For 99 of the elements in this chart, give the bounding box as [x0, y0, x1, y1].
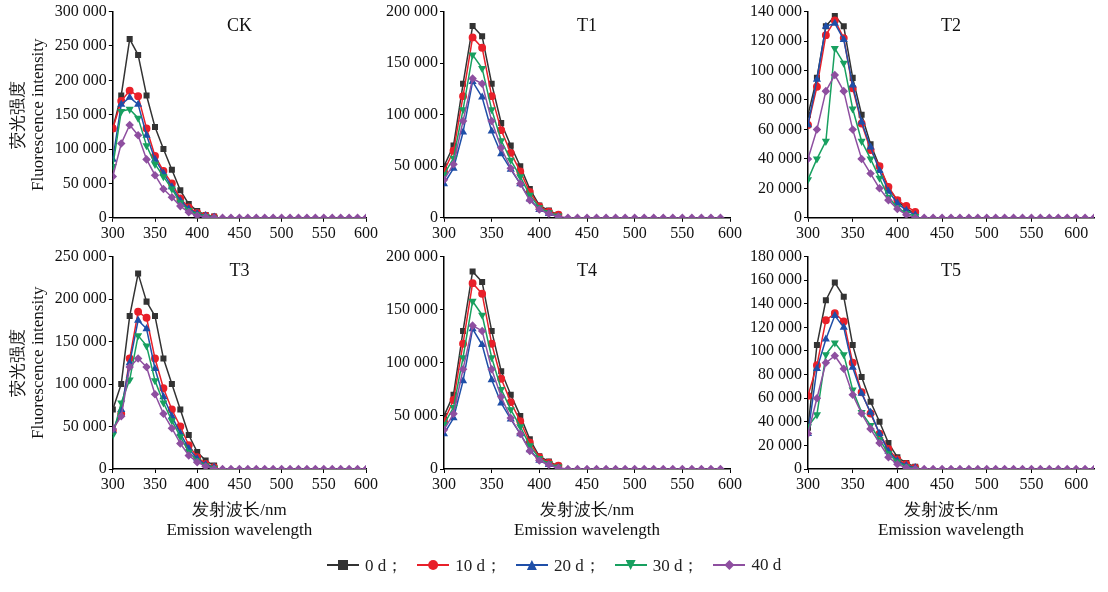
y-tick-label: 0 [430, 459, 438, 477]
legend-label: 10 d； [455, 554, 502, 577]
chart-title: T1 [577, 15, 597, 36]
y-tick-label: 120 000 [750, 31, 802, 49]
x-tick-label: 400 [885, 474, 910, 492]
chart-title: T3 [229, 260, 250, 281]
y-tick-label: 200 000 [54, 289, 107, 307]
y-tick-label: 150 000 [386, 53, 438, 71]
x-tick-label: 350 [840, 223, 865, 241]
x-tick-label: 450 [575, 474, 599, 492]
x-tick-label: 400 [527, 223, 552, 241]
y-tick-label: 80 000 [758, 90, 802, 108]
x-tick-label: 350 [840, 474, 865, 492]
y-axis-title: 荧光强度 Fluorescence intensity [7, 286, 48, 440]
y-tick-label: 0 [98, 208, 107, 225]
y-tick-label: 40 000 [758, 149, 802, 167]
x-tick-label: 600 [354, 474, 378, 492]
chart-title: CK [226, 15, 252, 36]
x-tick-label: 500 [269, 474, 294, 492]
y-tick-label: 60 000 [758, 388, 802, 406]
x-tick-label: 300 [100, 223, 125, 241]
y-tick-label: 150 000 [54, 104, 107, 122]
x-tick-label: 400 [185, 223, 210, 241]
y-tick-label: 50 000 [62, 173, 107, 191]
y-tick-label: 140 000 [750, 1, 802, 19]
x-tick-label: 400 [527, 474, 552, 492]
x-tick-label: 550 [1019, 223, 1044, 241]
y-tick-label: 40 000 [758, 412, 802, 429]
x-tick-label: 500 [622, 223, 647, 241]
x-tick-label: 400 [185, 474, 210, 492]
y-tick-label: 120 000 [750, 317, 802, 335]
y-tick-label: 300 000 [54, 1, 107, 19]
x-tick-label: 300 [432, 474, 456, 492]
x-tick-label: 300 [796, 474, 820, 492]
y-tick-label: 160 000 [750, 270, 802, 288]
y-tick-label: 180 000 [750, 246, 802, 264]
x-tick-label: 450 [930, 474, 955, 492]
x-tick-label: 300 [432, 223, 456, 241]
y-tick-label: 20 000 [758, 178, 802, 196]
y-tick-label: 50 000 [394, 406, 438, 424]
x-tick-label: 450 [575, 223, 599, 241]
chart-title: T2 [941, 15, 961, 36]
y-tick-label: 100 000 [54, 374, 107, 392]
legend-label: 0 d； [364, 554, 404, 577]
y-tick-label: 150 000 [54, 331, 107, 349]
y-tick-label: 60 000 [758, 119, 802, 137]
y-tick-label: 200 000 [386, 246, 438, 264]
y-tick-label: 250 000 [54, 246, 107, 264]
x-tick-label: 500 [974, 474, 999, 492]
y-tick-label: 50 000 [394, 156, 438, 174]
x-tick-label: 600 [718, 223, 742, 241]
x-tick-label: 450 [930, 223, 955, 241]
y-tick-label: 200 000 [54, 70, 107, 88]
x-tick-label: 600 [1064, 223, 1089, 241]
x-axis-title: 发射波长/nm Emission wavelength [878, 499, 1025, 540]
x-tick-label: 450 [227, 223, 252, 241]
chart-title: T5 [941, 260, 961, 281]
x-tick-label: 550 [1019, 474, 1044, 492]
y-tick-label: 0 [98, 459, 107, 477]
y-tick-label: 140 000 [750, 294, 802, 311]
y-tick-label: 50 000 [62, 416, 107, 434]
x-axis-title: 发射波长/nm Emission wavelength [166, 499, 313, 540]
y-tick-label: 0 [794, 459, 802, 477]
y-tick-label: 100 000 [386, 353, 438, 370]
x-tick-label: 600 [354, 223, 378, 241]
x-tick-label: 300 [100, 474, 125, 492]
x-tick-label: 600 [1064, 474, 1089, 492]
x-tick-label: 350 [143, 474, 167, 492]
x-tick-label: 500 [269, 223, 294, 241]
x-tick-label: 500 [622, 474, 647, 492]
x-tick-label: 350 [479, 474, 504, 492]
x-tick-label: 550 [311, 223, 336, 241]
y-tick-label: 0 [430, 208, 438, 225]
y-tick-label: 100 000 [54, 139, 107, 157]
legend-label: 30 d； [652, 554, 700, 577]
chart-title: T4 [577, 260, 597, 281]
x-tick-label: 600 [718, 474, 742, 492]
x-tick-label: 400 [885, 223, 910, 241]
x-tick-label: 450 [227, 474, 252, 492]
y-axis-title: 荧光强度 Fluorescence intensity [7, 37, 48, 191]
legend-label: 40 d [751, 555, 782, 575]
x-tick-label: 550 [670, 474, 695, 492]
x-tick-label: 350 [479, 223, 504, 241]
y-tick-label: 100 000 [386, 104, 438, 122]
x-tick-label: 300 [796, 223, 820, 241]
y-tick-label: 20 000 [758, 435, 802, 453]
y-tick-label: 100 000 [750, 60, 802, 78]
x-tick-label: 550 [670, 223, 695, 241]
y-tick-label: 100 000 [750, 341, 802, 359]
x-axis-title: 发射波长/nm Emission wavelength [514, 499, 661, 540]
y-tick-label: 250 000 [54, 36, 107, 54]
x-tick-label: 350 [143, 223, 167, 241]
x-tick-label: 550 [311, 474, 336, 492]
x-tick-label: 500 [974, 223, 999, 241]
y-tick-label: 200 000 [386, 1, 438, 19]
y-tick-label: 150 000 [386, 299, 438, 317]
y-tick-label: 0 [794, 208, 802, 225]
y-tick-label: 80 000 [758, 364, 802, 382]
legend-label: 20 d； [553, 554, 601, 577]
